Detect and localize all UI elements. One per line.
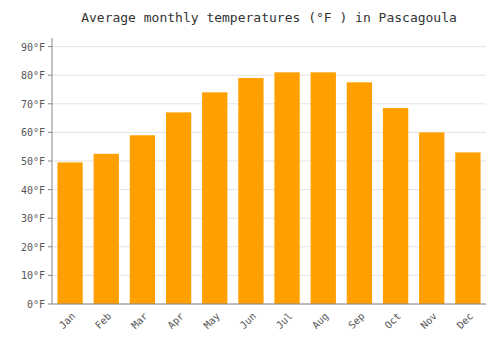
grid-line [52, 75, 486, 76]
bars [57, 72, 480, 304]
y-tick [48, 218, 52, 219]
bar [347, 82, 372, 304]
y-tick-label: 10°F [21, 270, 45, 281]
bar [166, 112, 191, 304]
y-tick [48, 275, 52, 276]
y-tick-label: 20°F [21, 242, 45, 253]
y-tick-label: 0°F [27, 299, 45, 310]
bar [94, 154, 119, 304]
bar [455, 152, 480, 304]
grid-line [52, 304, 486, 305]
x-tick-label: Mar [129, 310, 150, 331]
bar [130, 135, 155, 304]
y-tick-label: 60°F [21, 127, 45, 138]
x-tick-label: Aug [310, 310, 331, 331]
y-tick-label: 90°F [21, 42, 45, 53]
x-tick-label: Jun [238, 310, 259, 331]
x-tick-label: Jan [57, 310, 78, 331]
y-tick [48, 189, 52, 190]
bar [383, 108, 408, 304]
chart: Average monthly temperatures (°F ) in Pa… [0, 0, 500, 350]
x-tick-label: Oct [382, 310, 403, 331]
x-axis-line [52, 304, 486, 305]
x-tick-label: Nov [418, 310, 439, 331]
bar [274, 72, 299, 304]
x-tick-label: May [201, 310, 222, 331]
y-tick [48, 304, 52, 305]
y-tick-label: 80°F [21, 70, 45, 81]
y-tick [48, 46, 52, 47]
y-tick-label: 40°F [21, 185, 45, 196]
title: Average monthly temperatures (°F ) in Pa… [81, 10, 457, 25]
x-tick-label: Sep [346, 310, 367, 331]
y-tick [48, 103, 52, 104]
grid-line [52, 103, 486, 104]
bar [419, 132, 444, 304]
x-tick-label: Dec [455, 310, 476, 331]
x-tick-label: Jul [274, 310, 295, 331]
bar [202, 92, 227, 304]
y-tick [48, 75, 52, 76]
x-tick-label: Feb [93, 310, 114, 331]
grid [52, 47, 486, 304]
y-tick [48, 132, 52, 133]
bar [238, 78, 263, 304]
bar [311, 72, 336, 304]
y-tick [48, 160, 52, 161]
bar [57, 162, 82, 304]
y-tick-label: 70°F [21, 99, 45, 110]
y-tick [48, 246, 52, 247]
x-tick-label: Apr [165, 310, 186, 331]
grid-line [52, 46, 486, 47]
y-tick-label: 30°F [21, 213, 45, 224]
y-tick-label: 50°F [21, 156, 45, 167]
y-axis-line [52, 38, 53, 304]
